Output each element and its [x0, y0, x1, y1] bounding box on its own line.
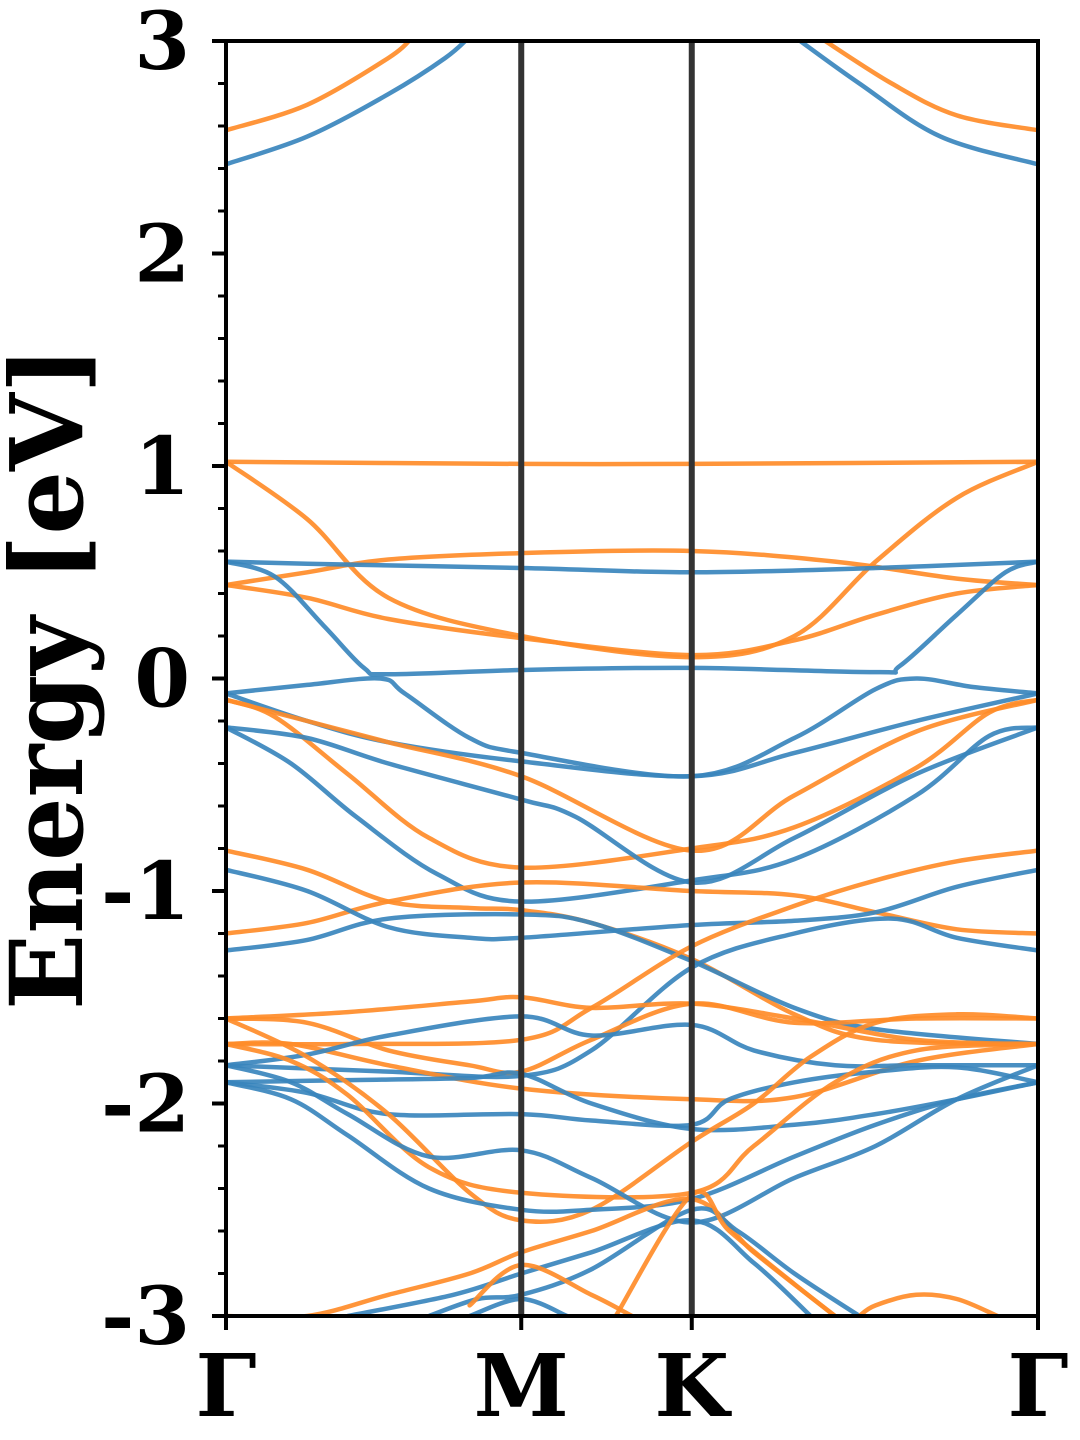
band-line-blue — [226, 725, 1038, 885]
band-line-blue — [426, 1206, 862, 1316]
band-line-orange — [226, 548, 1038, 588]
band-line-orange — [226, 459, 1038, 467]
band-line-orange — [226, 41, 412, 133]
band-line-blue — [226, 41, 469, 167]
y-tick-label: 2 — [134, 207, 190, 301]
band-line-blue — [226, 676, 1038, 779]
band-line-blue — [226, 691, 1038, 779]
band-line-blue — [226, 559, 1038, 575]
band-line-orange — [226, 880, 1038, 936]
band-lines — [226, 41, 1038, 1316]
band-line-orange — [613, 1189, 838, 1316]
band-line-orange — [226, 1041, 1038, 1200]
y-tick-label: 0 — [134, 632, 190, 726]
band-line-blue — [226, 1063, 1038, 1225]
band-line-blue — [226, 559, 1038, 677]
y-axis-label: Energy [eV] — [0, 346, 106, 1010]
band-line-blue — [796, 41, 1038, 167]
x-tick-label: K — [654, 1336, 732, 1437]
band-line-blue — [226, 1064, 1038, 1129]
band-line-orange — [226, 582, 1038, 658]
y-tick-label: 3 — [134, 0, 190, 88]
band-line-blue — [226, 1080, 1038, 1215]
band-line-orange — [857, 1292, 1000, 1316]
band-line-orange — [226, 1011, 1038, 1225]
y-tick-label: -3 — [101, 1269, 190, 1363]
x-tick-label: Γ — [1007, 1336, 1068, 1437]
band-line-orange — [226, 697, 1038, 870]
band-line-blue — [226, 1014, 1038, 1069]
band-line-orange — [226, 994, 1038, 1047]
y-tick-label: -2 — [101, 1057, 190, 1151]
band-line-blue — [226, 1070, 1038, 1133]
band-line-orange — [226, 459, 1038, 660]
y-axis: -3 -2 -1 0 1 2 3 — [101, 0, 226, 1363]
y-tick-label: -1 — [101, 844, 190, 938]
band-line-orange — [821, 41, 1038, 133]
high-symmetry-lines — [518, 41, 695, 1316]
band-line-blue — [226, 725, 1038, 904]
band-line-orange — [467, 1262, 635, 1316]
x-tick-label: Γ — [195, 1336, 256, 1437]
x-tick-label: M — [474, 1336, 569, 1437]
band-line-orange — [226, 697, 1038, 853]
band-line-blue — [226, 916, 1038, 1080]
band-line-blue — [345, 1218, 813, 1316]
y-tick-label: 1 — [134, 419, 190, 513]
